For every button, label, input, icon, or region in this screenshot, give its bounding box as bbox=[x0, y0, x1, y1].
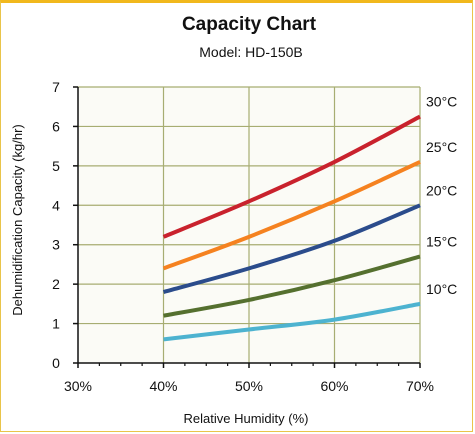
x-tick-label: 30% bbox=[64, 378, 92, 394]
y-tick-label: 1 bbox=[52, 316, 60, 332]
series-line bbox=[163, 254, 421, 318]
y-tick-label: 4 bbox=[52, 197, 60, 213]
y-tick-label: 7 bbox=[52, 79, 60, 95]
chart-subtitle: Model: HD-150B bbox=[199, 44, 303, 60]
x-tick-label: 60% bbox=[320, 378, 348, 394]
series-lines bbox=[162, 114, 421, 342]
y-tick-label: 5 bbox=[52, 158, 60, 174]
y-tick-label: 3 bbox=[52, 237, 60, 253]
axes: 0 1 2 3 4 5 6 7 30% 40% 50% 60% 70% bbox=[52, 79, 434, 394]
x-tick-label: 70% bbox=[406, 378, 434, 394]
x-axis-label: Relative Humidity (%) bbox=[184, 411, 309, 426]
series-labels: 30°C 25°C 20°C 15°C 10°C bbox=[426, 94, 457, 297]
series-line bbox=[162, 160, 421, 271]
grid bbox=[78, 86, 421, 363]
series-label: 10°C bbox=[426, 281, 457, 297]
series-line bbox=[162, 203, 421, 294]
series-label: 25°C bbox=[426, 139, 457, 155]
series-label: 20°C bbox=[426, 182, 457, 198]
x-tick-label: 40% bbox=[149, 378, 177, 394]
series-line bbox=[162, 114, 421, 239]
series-line bbox=[163, 301, 421, 342]
series-label: 15°C bbox=[426, 234, 457, 250]
series-label: 30°C bbox=[426, 94, 457, 110]
chart-title: Capacity Chart bbox=[182, 14, 317, 35]
y-tick-label: 2 bbox=[52, 276, 60, 292]
x-tick-label: 50% bbox=[235, 378, 263, 394]
y-tick-label: 6 bbox=[52, 118, 60, 134]
y-tick-label: 0 bbox=[52, 355, 60, 371]
y-axis-label: Dehumidification Capacity (kg/hr) bbox=[10, 124, 25, 315]
